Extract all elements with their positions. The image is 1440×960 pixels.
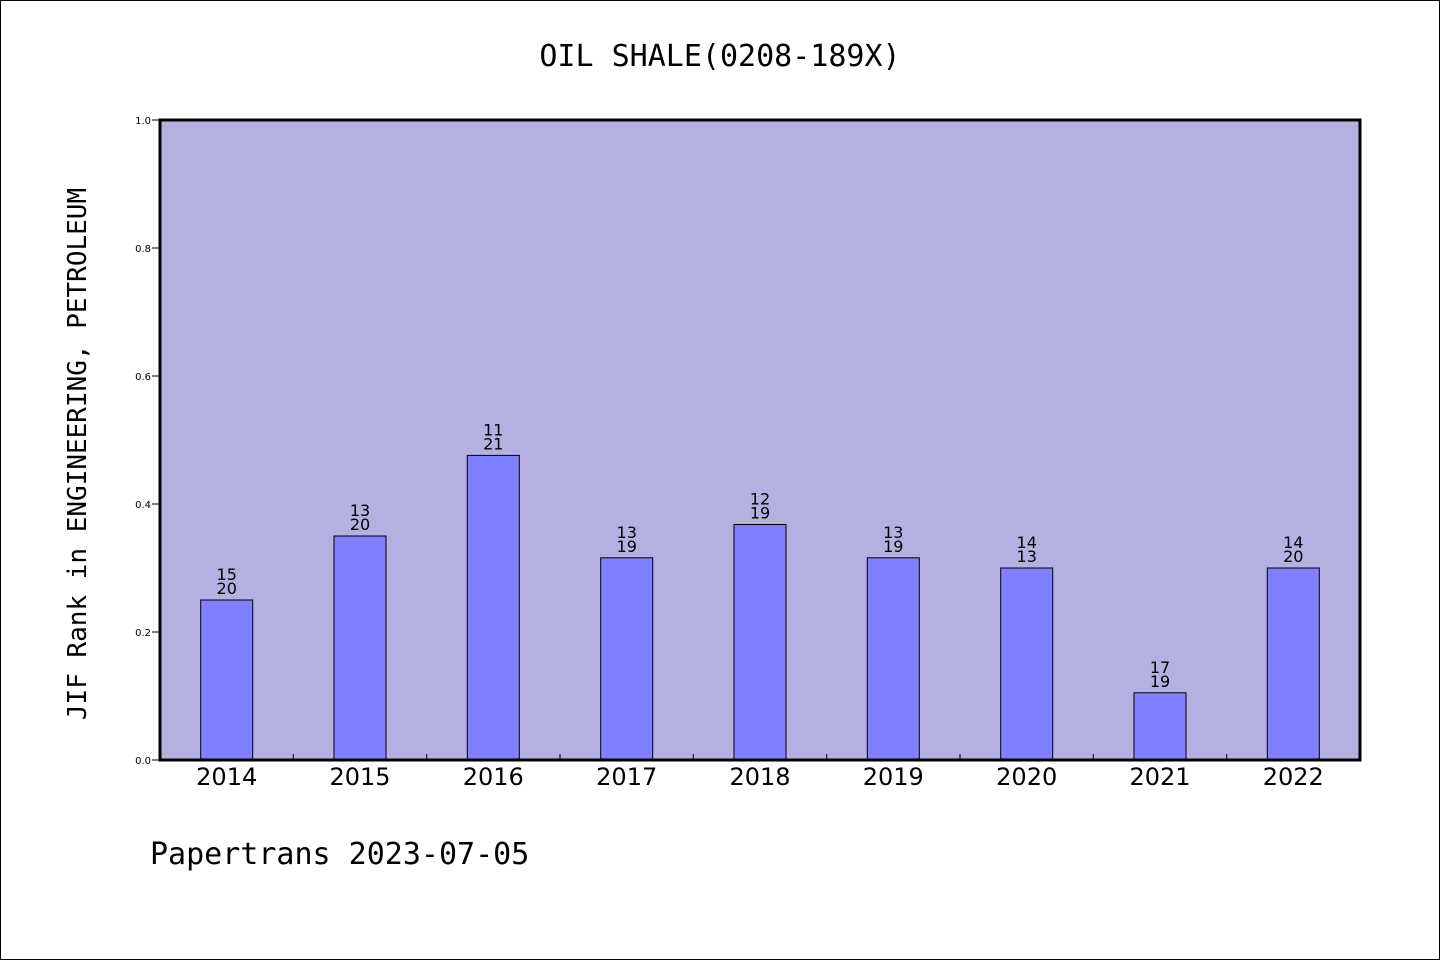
bar-label-total-2015: 20 [350,515,370,534]
bar-2017 [600,557,654,761]
y-tick-label: 0.2 [135,628,151,639]
bar-2016 [466,454,520,761]
y-tick-label: 0.4 [135,500,151,511]
x-tick-label-2019: 2019 [863,763,924,791]
x-tick-label-2015: 2015 [329,763,390,791]
bar-label-rank-2019: 13 [883,523,903,542]
bar-label-rank-2017: 13 [617,523,637,542]
bar-label-total-2018: 19 [750,504,770,523]
x-tick-label-2016: 2016 [463,763,524,791]
bar-label-total-2021: 19 [1150,672,1170,691]
y-tick-label: 0.0 [135,756,151,767]
bar-label-total-2020: 13 [1017,547,1037,566]
bar-label-rank-2014: 15 [217,565,237,584]
plot-border [158,118,1362,762]
bar-2014 [200,599,254,761]
bar-label-rank-2015: 13 [350,501,370,520]
footer-credit: Papertrans 2023-07-05 [150,837,529,872]
bar-label-rank-2020: 14 [1017,533,1037,552]
x-tick-label-2018: 2018 [729,763,790,791]
bar-label-rank-2021: 17 [1150,658,1170,677]
x-tick-label-2014: 2014 [196,763,257,791]
y-tick-label: 1.0 [135,116,151,127]
y-tick-label: 0.8 [135,244,151,255]
bar-label-rank-2022: 14 [1283,533,1303,552]
bar-label-total-2017: 19 [617,537,637,556]
y-tick-label: 0.6 [135,372,151,383]
bar-label-total-2014: 20 [217,579,237,598]
bars-group [200,454,1320,761]
y-axis-label: JIF Rank in ENGINEERING, PETROLEUM [63,188,93,720]
bar-2019 [866,557,920,761]
chart-title: OIL SHALE(0208-189X) [539,39,900,74]
x-tick-label-2020: 2020 [996,763,1057,791]
x-tick-label-2022: 2022 [1263,763,1324,791]
bar-2020 [1000,567,1054,761]
bar-2022 [1266,567,1320,761]
x-tick-label-2021: 2021 [1129,763,1190,791]
bar-label-total-2022: 20 [1283,547,1303,566]
bar-label-total-2019: 19 [883,537,903,556]
bar-2015 [333,535,387,761]
bar-label-total-2016: 21 [483,434,503,453]
x-axis-ticks: 2014 2015 2016 2017 2018 2019 2020 2021 2022 [196,754,1324,791]
y-axis-ticks: 0.0 0.2 0.4 0.6 0.8 1.0 [135,116,160,767]
bar-label-rank-2018: 12 [750,490,770,509]
bar-2021 [1133,692,1187,761]
x-tick-label-2017: 2017 [596,763,657,791]
bar-label-rank-2016: 11 [483,420,503,439]
bar-2018 [733,524,787,761]
